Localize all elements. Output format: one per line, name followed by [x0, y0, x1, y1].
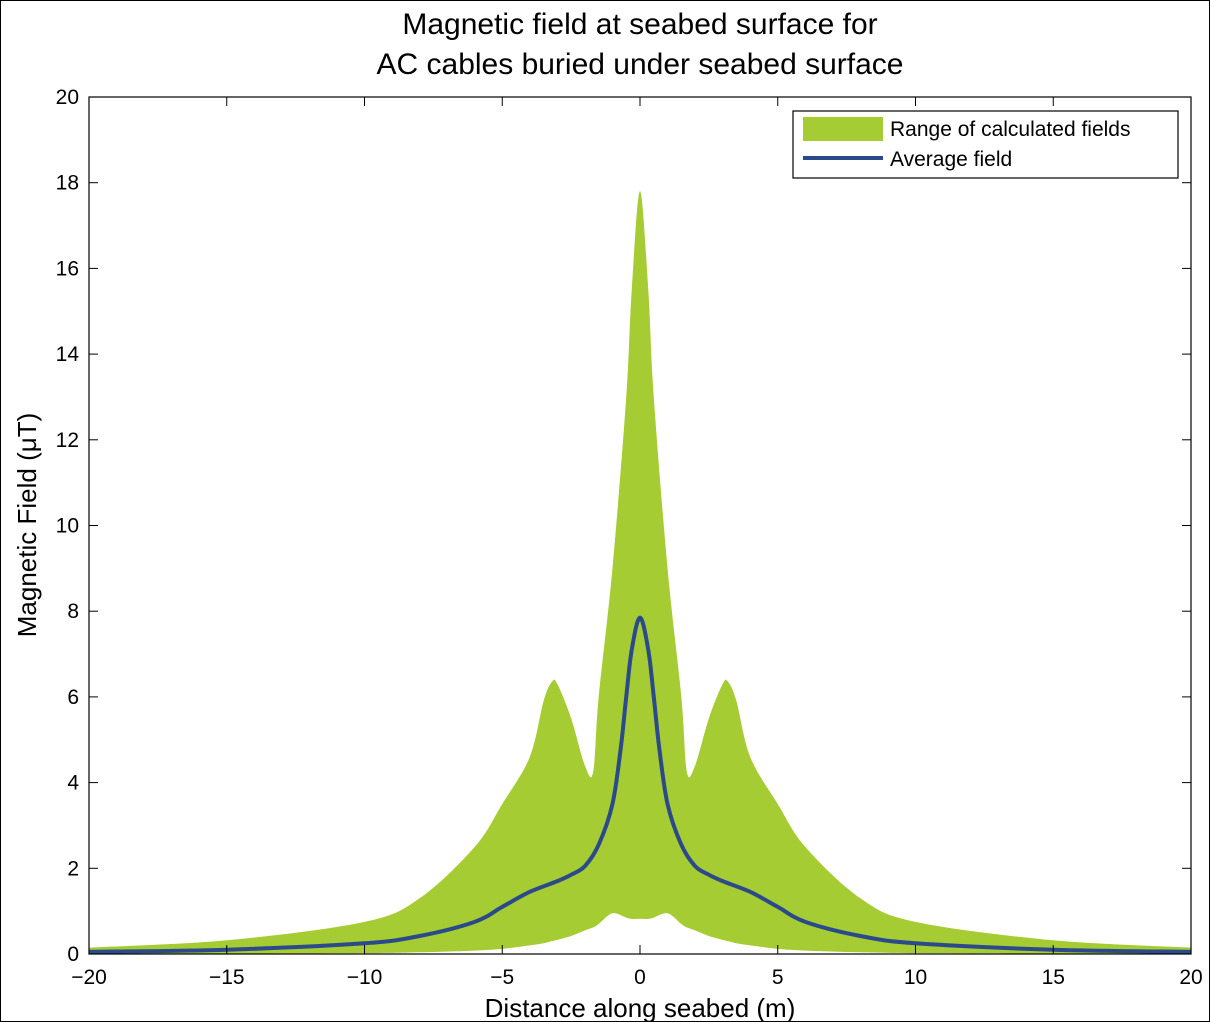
legend-label-range: Range of calculated fields — [890, 118, 1131, 141]
legend: Range of calculated fields Average field — [792, 110, 1179, 179]
x-tick-label: −10 — [347, 966, 383, 989]
y-axis-ticks: 0 2 4 6 8 10 12 14 16 18 20 — [56, 86, 1191, 966]
x-axis-ticks: −20 −15 −10 −5 0 5 10 15 20 — [71, 97, 1203, 989]
y-axis-label: Magnetic Field (μT) — [12, 413, 42, 637]
chart-title-line-2: AC cables buried under seabed surface — [377, 48, 904, 81]
range-band — [89, 191, 1191, 954]
y-tick-label: 12 — [56, 429, 79, 452]
y-tick-label: 16 — [56, 257, 79, 280]
x-axis-label: Distance along seabed (m) — [485, 993, 796, 1022]
y-tick-label: 0 — [67, 943, 79, 966]
series-layer — [88, 191, 1192, 954]
x-tick-label: 15 — [1042, 966, 1065, 989]
y-tick-label: 20 — [56, 86, 79, 109]
y-tick-label: 10 — [56, 515, 79, 538]
legend-swatch-range — [803, 117, 883, 141]
x-tick-label: −5 — [490, 966, 514, 989]
x-tick-label: 0 — [634, 966, 646, 989]
x-tick-label: 10 — [904, 966, 927, 989]
y-tick-label: 2 — [67, 857, 79, 880]
x-tick-label: −15 — [209, 966, 245, 989]
x-tick-label: 5 — [772, 966, 784, 989]
chart-title-line-1: Magnetic field at seabed surface for — [402, 8, 877, 41]
y-tick-label: 4 — [67, 772, 79, 795]
y-tick-label: 18 — [56, 172, 79, 195]
x-tick-label: −20 — [71, 966, 107, 989]
y-tick-label: 6 — [67, 686, 79, 709]
y-tick-label: 14 — [56, 343, 80, 366]
y-tick-label: 8 — [67, 600, 79, 623]
x-tick-label: 20 — [1179, 966, 1202, 989]
legend-label-average: Average field — [890, 148, 1012, 171]
average-field-line — [88, 615, 1192, 954]
